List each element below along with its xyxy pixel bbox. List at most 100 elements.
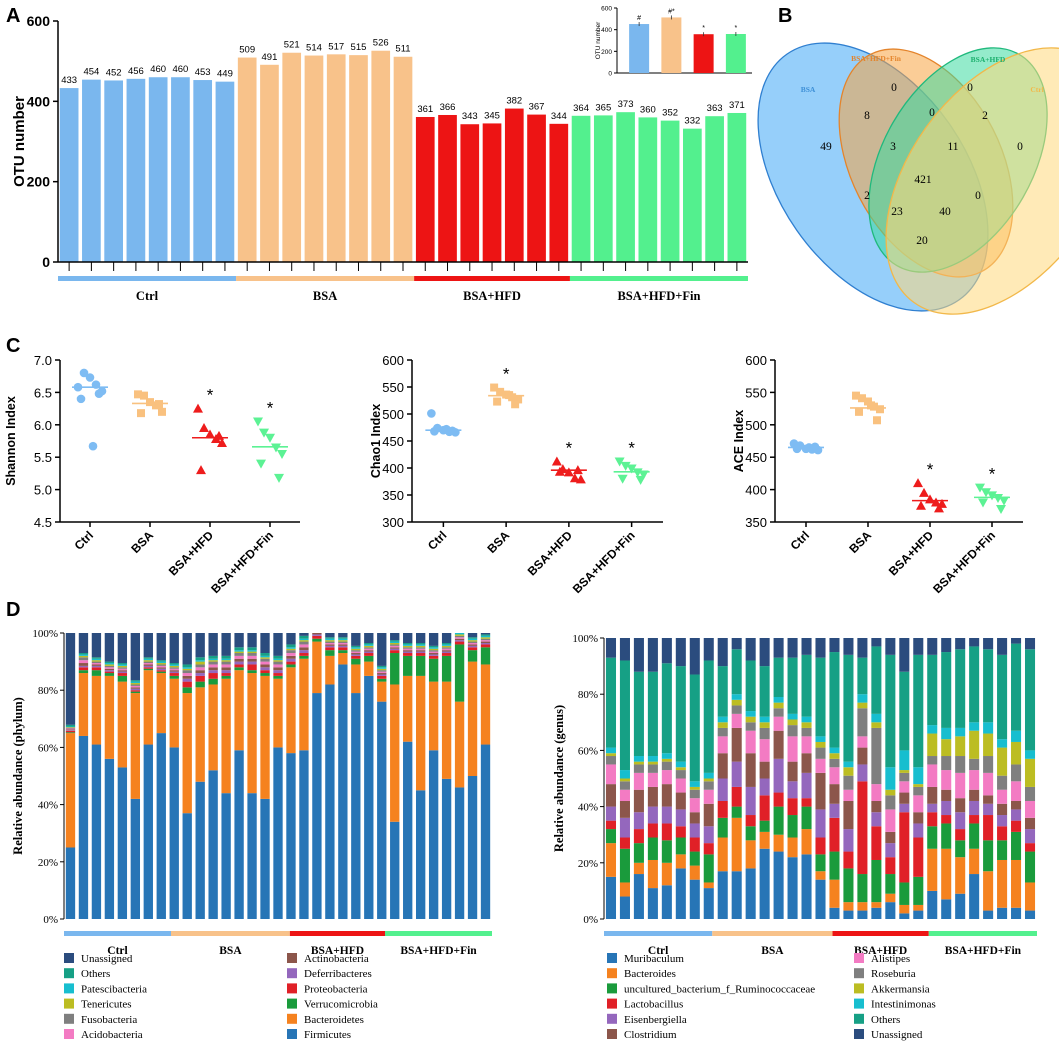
otu-bar-value: 343: [462, 111, 478, 122]
otu-bar: [82, 79, 101, 262]
stack-segment: [428, 650, 439, 652]
stack-segment: [1024, 649, 1036, 751]
legend-swatch: [287, 968, 297, 979]
stack-segment: [913, 876, 924, 905]
stack-segment: [260, 661, 270, 665]
y-axis-title: Relative abundance (phylum): [11, 697, 25, 855]
stack-segment: [480, 634, 491, 636]
stack-segment: [899, 750, 910, 771]
stack-segment: [377, 678, 387, 682]
stack-segment: [221, 667, 231, 671]
stack-segment: [843, 910, 854, 919]
stack-segment: [927, 654, 938, 726]
legend-swatch: [64, 968, 74, 979]
stack-segment: [955, 857, 966, 894]
data-point-square: [855, 407, 863, 416]
y-tick-label: 6.0: [34, 418, 52, 433]
stack-segment: [208, 667, 218, 671]
stack-segment: [899, 812, 910, 883]
x-tick-label: BSA+HFD+Fin: [208, 528, 276, 596]
stack-segment: [104, 670, 115, 672]
y-tick-label: 5.5: [34, 450, 52, 465]
stack-segment: [143, 744, 153, 919]
stack-segment: [454, 640, 465, 642]
stack-segment: [787, 657, 798, 714]
stack-segment: [633, 829, 644, 844]
stack-segment: [247, 650, 257, 652]
stack-segment: [441, 647, 452, 649]
data-point-inverted-triangle: [638, 470, 649, 480]
legend-label: Deferribacteres: [304, 968, 372, 980]
stack-segment: [605, 806, 617, 821]
group-label: BSA+HFD: [311, 945, 364, 957]
stack-segment: [955, 798, 966, 813]
stack-segment: [428, 681, 439, 751]
stack-segment: [428, 651, 439, 654]
otu-bar: [482, 123, 502, 262]
stack-segment: [885, 767, 896, 790]
stack-segment: [969, 848, 980, 875]
stack-segment: [1024, 758, 1036, 787]
stack-segment: [843, 868, 854, 903]
stack-segment: [955, 649, 966, 728]
stack-segment: [619, 896, 630, 919]
data-point-inverted-triangle: [635, 475, 646, 485]
stack-segment: [955, 736, 966, 757]
otu-bar: [504, 108, 524, 263]
stack-segment: [899, 904, 910, 914]
stack-segment: [871, 646, 882, 714]
stack-segment: [913, 837, 924, 877]
data-point-triangle: [934, 503, 944, 513]
group-strip: [569, 276, 748, 281]
otu-bar: [705, 116, 724, 262]
stack-segment: [286, 633, 296, 645]
stack-segment: [169, 678, 179, 748]
stack-segment: [955, 638, 966, 650]
stack-segment: [983, 803, 994, 816]
inset-annotation: *: [735, 25, 738, 32]
stack-segment: [338, 640, 348, 642]
stack-segment: [731, 727, 742, 762]
data-point-square: [158, 407, 166, 416]
stack-segment: [299, 655, 309, 659]
stack-segment: [1011, 638, 1022, 644]
stack-segment: [787, 798, 798, 816]
y-axis-title: OTU number: [11, 96, 28, 187]
stack-segment: [661, 823, 672, 841]
stack-segment: [801, 854, 812, 919]
stack-segment: [745, 722, 756, 731]
stack-segment: [843, 654, 854, 762]
stack-segment: [787, 857, 798, 919]
stack-segment: [997, 803, 1008, 816]
stack-segment: [273, 667, 283, 671]
stack-segment: [927, 764, 938, 787]
otu-bar-value: 344: [551, 111, 567, 122]
y-axis-title: Shannon Index: [4, 396, 18, 486]
otu-bar: [215, 81, 235, 262]
stack-segment: [843, 638, 854, 655]
legend-label: uncultured_bacterium_f_Ruminococcaceae: [624, 983, 815, 995]
legend-label: Unassigned: [871, 1029, 923, 1041]
data-point-inverted-triangle: [978, 498, 988, 508]
stack-segment: [234, 653, 244, 656]
stack-segment: [731, 699, 742, 706]
stack-segment: [78, 735, 89, 919]
data-point-inverted-triangle: [975, 483, 985, 493]
stack-segment: [633, 671, 644, 757]
venn-count: 0: [1017, 141, 1023, 153]
data-point-inverted-triangle: [999, 496, 1009, 506]
stack-segment: [969, 874, 980, 919]
stack-segment: [221, 655, 231, 659]
stack-segment: [983, 722, 994, 734]
stack-segment: [675, 778, 686, 793]
y-tick-label: 60%: [578, 745, 598, 757]
stack-segment: [731, 761, 742, 787]
data-point-triangle: [193, 403, 203, 413]
group-strip: [171, 931, 290, 936]
stack-segment: [801, 806, 812, 830]
stack-segment: [857, 902, 868, 911]
stack-segment: [325, 647, 335, 651]
stack-segment: [364, 644, 374, 646]
stack-segment: [195, 781, 205, 919]
stack-segment: [364, 633, 374, 644]
